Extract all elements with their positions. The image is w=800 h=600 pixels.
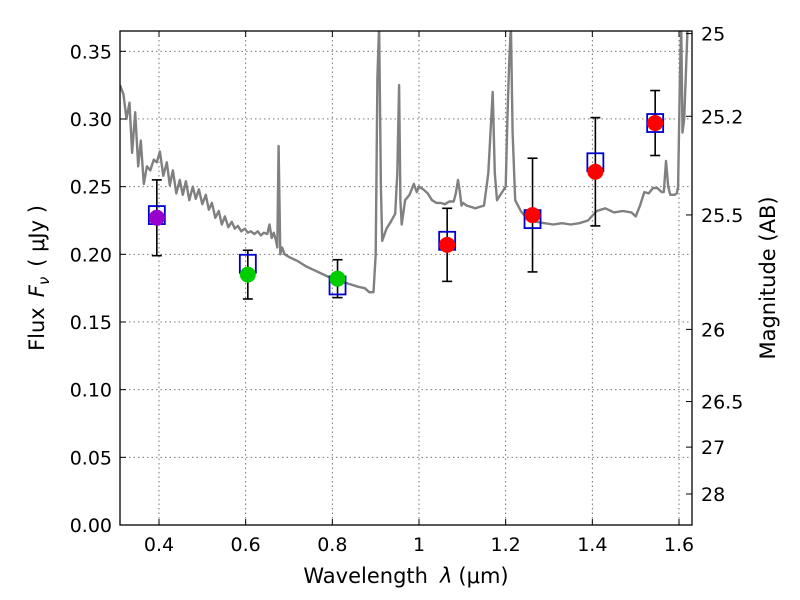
photometry-point	[523, 157, 542, 273]
x-tick-label: 0.4	[144, 534, 174, 556]
observed-flux-marker	[524, 207, 541, 224]
x-tick-label: 1	[413, 534, 425, 556]
magnitude-tick-label: 26	[701, 319, 725, 341]
photometry-point	[586, 116, 605, 227]
photometry-point	[438, 207, 457, 283]
observed-flux-marker	[439, 236, 456, 253]
x-tick-label: 1.4	[577, 534, 607, 556]
magnitude-tick-label: 25.5	[701, 205, 743, 227]
observed-flux-marker	[647, 115, 664, 132]
magnitude-tick-label: 27	[701, 437, 725, 459]
magnitude-tick-label: 26.5	[701, 392, 743, 414]
x-tick-label: 1.6	[664, 534, 694, 556]
observed-flux-marker	[239, 266, 256, 283]
y-tick-label: 0.35	[70, 41, 112, 63]
plot-frame	[119, 30, 693, 526]
x-axis-label: Wavelength λ (μm)	[303, 564, 508, 588]
axis-ticks: 0.4 0.6 0.8 1 1.2 1.4 1.6 0.00 0.05 0.10 0.15 0.20 0…	[70, 24, 744, 556]
magnitude-axis-label: Magnitude (AB)	[756, 196, 780, 359]
y-tick-label: 0.00	[70, 515, 112, 537]
y-tick-label: 0.25	[70, 177, 112, 199]
magnitude-tick-label: 28	[701, 484, 725, 506]
x-tick-label: 0.6	[231, 534, 261, 556]
observed-flux-marker	[587, 163, 604, 180]
photometry-point	[646, 89, 665, 157]
model-spectrum-line	[120, 31, 689, 294]
y-axis-label: FluxFν( μJy )	[25, 205, 53, 351]
y-tick-label: 0.30	[70, 109, 112, 131]
magnitude-tick-label: 25	[701, 24, 725, 46]
photometry-point	[238, 249, 257, 300]
photometry-points	[147, 89, 665, 300]
x-tick-label: 1.2	[491, 534, 521, 556]
y-tick-label: 0.15	[70, 312, 112, 334]
y-tick-label: 0.05	[70, 447, 112, 469]
photometry-point	[328, 258, 347, 299]
x-tick-label: 0.8	[317, 534, 347, 556]
photometry-point	[147, 179, 166, 257]
observed-flux-marker	[148, 209, 165, 226]
grid-lines	[120, 31, 692, 526]
observed-flux-marker	[329, 270, 346, 287]
y-tick-label: 0.10	[70, 380, 112, 402]
y-tick-label: 0.20	[70, 244, 112, 266]
magnitude-tick-label: 25.2	[701, 106, 743, 128]
